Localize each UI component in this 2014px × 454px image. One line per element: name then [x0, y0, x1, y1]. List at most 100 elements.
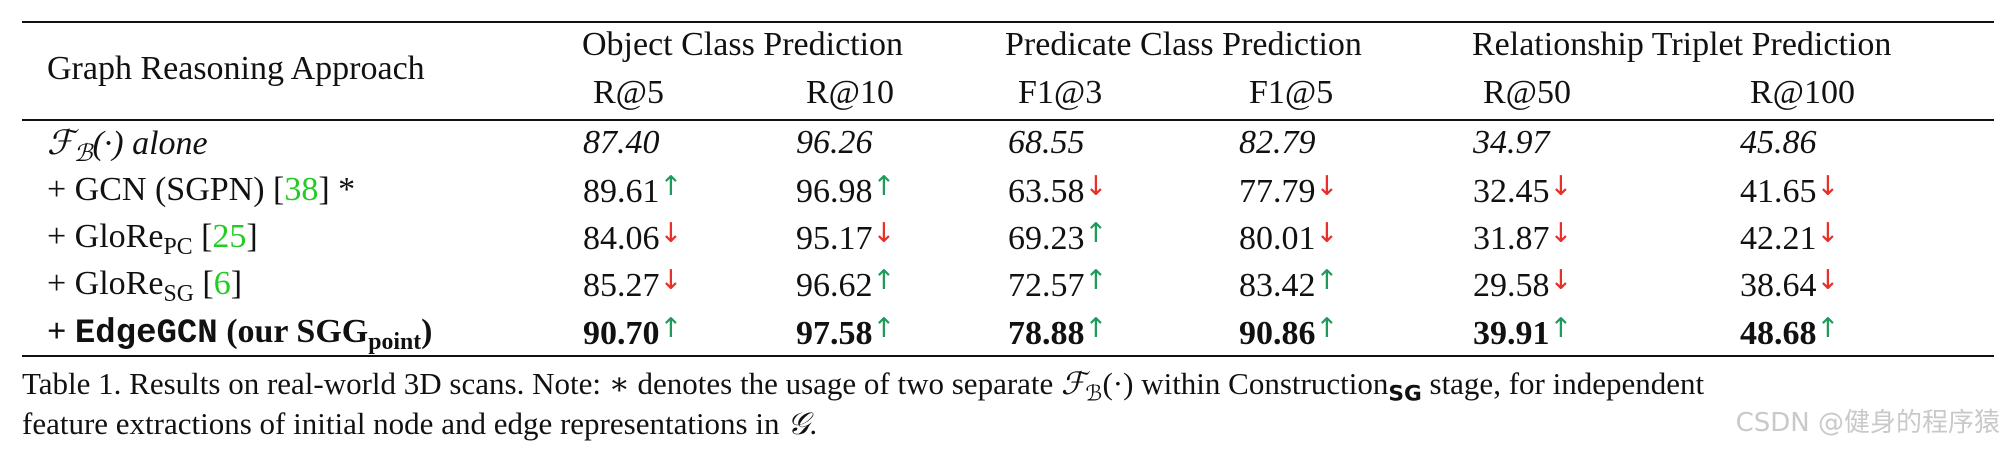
cell: 39.91↑	[1473, 315, 1572, 351]
text-part: ] *	[318, 171, 356, 208]
trend-arrow: ↑	[659, 171, 683, 202]
cell-value: 82.79	[1239, 124, 1316, 161]
cell: 96.26	[796, 126, 873, 160]
cell: 96.98↑	[796, 173, 895, 209]
text-part: .	[809, 406, 818, 441]
trend-arrow: ↓	[1315, 218, 1339, 249]
trend-arrow: ↑	[1084, 218, 1108, 249]
row-label: + GCN (SGPN) [38] *	[47, 173, 355, 207]
trend-arrow: ↑	[1549, 313, 1573, 344]
trend-arrow: ↑	[872, 313, 896, 344]
cell-value: 89.61	[583, 172, 660, 210]
trend-arrow: ↑	[1816, 313, 1840, 344]
cell-value: 96.98	[796, 172, 873, 210]
cell-value: 83.42	[1239, 266, 1316, 304]
row-label: + GloRePC [25]	[47, 220, 258, 260]
row-label: ℱℬ(·) alone	[47, 126, 208, 167]
trend-arrow: ↓	[1816, 218, 1840, 249]
metric-header: R@50	[1483, 74, 1571, 111]
cell: 85.27↓	[583, 267, 682, 303]
cell-value: 42.21	[1740, 219, 1817, 257]
text-part: 𝒢	[787, 406, 810, 442]
cell: 68.55	[1008, 126, 1085, 160]
cell-value: 84.06	[583, 219, 660, 257]
text-part: SG	[1388, 381, 1422, 407]
text-part: ℬ	[73, 141, 93, 168]
text-part: +	[47, 313, 75, 350]
text-part: + GloRe	[47, 265, 164, 302]
text-part: EdgeGCN	[74, 315, 218, 353]
cell: 45.86	[1740, 126, 1817, 160]
trend-arrow: ↓	[1549, 171, 1573, 202]
text-part: 38	[284, 171, 319, 208]
cell-value: 38.64	[1740, 266, 1817, 304]
cell: 34.97	[1473, 126, 1550, 160]
text-part: ]	[230, 265, 243, 302]
cell-value: 77.79	[1239, 172, 1316, 210]
trend-arrow: ↑	[1315, 313, 1339, 344]
text-part: Table 1. Results on real-world 3D scans.…	[22, 366, 1062, 401]
cell: 82.79	[1239, 126, 1316, 160]
row-label: + GloReSG [6]	[47, 267, 242, 307]
caption-line: feature extractions of initial node and …	[22, 408, 817, 440]
text-part: + GCN (SGPN) [	[47, 171, 285, 208]
cell: 77.79↓	[1239, 173, 1338, 209]
cell: 97.58↑	[796, 315, 895, 351]
top-rule	[22, 21, 1994, 23]
cell-value: 63.58	[1008, 172, 1085, 210]
cell: 87.40	[583, 126, 660, 160]
cell: 96.62↑	[796, 267, 895, 303]
text-part: ]	[246, 218, 258, 255]
cell-value: 72.57	[1008, 266, 1085, 304]
approach-header: Graph Reasoning Approach	[47, 50, 425, 87]
trend-arrow: ↓	[1816, 171, 1840, 202]
cell-value: 90.70	[583, 314, 660, 352]
text-part: SG	[163, 281, 194, 308]
row-label: + EdgeGCN (our SGGpoint)	[47, 315, 432, 355]
header-rule	[22, 119, 1994, 121]
trend-arrow: ↑	[659, 313, 683, 344]
trend-arrow: ↓	[1549, 265, 1573, 296]
cell-value: 96.26	[796, 124, 873, 161]
group-header: Object Class Prediction	[582, 26, 904, 63]
text-part: 6	[213, 265, 231, 302]
text-part: [	[193, 265, 214, 302]
cell-value: 32.45	[1473, 172, 1550, 210]
text-part: (·) within Construction	[1102, 366, 1389, 401]
trend-arrow: ↑	[1084, 313, 1108, 344]
cell-value: 48.68	[1740, 314, 1817, 352]
cell-value: 69.23	[1008, 219, 1085, 257]
cell: 80.01↓	[1239, 220, 1338, 256]
cell: 32.45↓	[1473, 173, 1572, 209]
trend-arrow: ↓	[659, 218, 683, 249]
cell: 41.65↓	[1740, 173, 1839, 209]
metric-header: R@5	[593, 74, 664, 111]
cell: 48.68↑	[1740, 315, 1839, 351]
group-header: Relationship Triplet Prediction	[1472, 26, 1892, 63]
cell: 31.87↓	[1473, 220, 1572, 256]
trend-arrow: ↓	[1816, 265, 1840, 296]
cell: 29.58↓	[1473, 267, 1572, 303]
trend-arrow: ↓	[872, 218, 896, 249]
cell-value: 31.87	[1473, 219, 1550, 257]
trend-arrow: ↓	[1084, 171, 1108, 202]
group-header: Predicate Class Prediction	[1005, 26, 1362, 63]
caption-line: Table 1. Results on real-world 3D scans.…	[22, 368, 1704, 405]
cell-value: 87.40	[583, 124, 660, 161]
cell: 89.61↑	[583, 173, 682, 209]
cell-value: 80.01	[1239, 219, 1316, 257]
metric-header: R@100	[1750, 74, 1855, 111]
cell-value: 34.97	[1473, 124, 1550, 161]
trend-arrow: ↓	[1549, 218, 1573, 249]
metric-header: R@10	[806, 74, 894, 111]
cell: 95.17↓	[796, 220, 895, 256]
metric-header: F1@5	[1249, 74, 1334, 111]
trend-arrow: ↑	[872, 265, 896, 296]
cell: 69.23↑	[1008, 220, 1107, 256]
cell-value: 29.58	[1473, 266, 1550, 304]
text-part: + GloRe	[47, 218, 164, 255]
trend-arrow: ↓	[1315, 171, 1339, 202]
text-part: feature extractions of initial node and …	[22, 406, 788, 441]
cell-value: 45.86	[1740, 124, 1817, 161]
